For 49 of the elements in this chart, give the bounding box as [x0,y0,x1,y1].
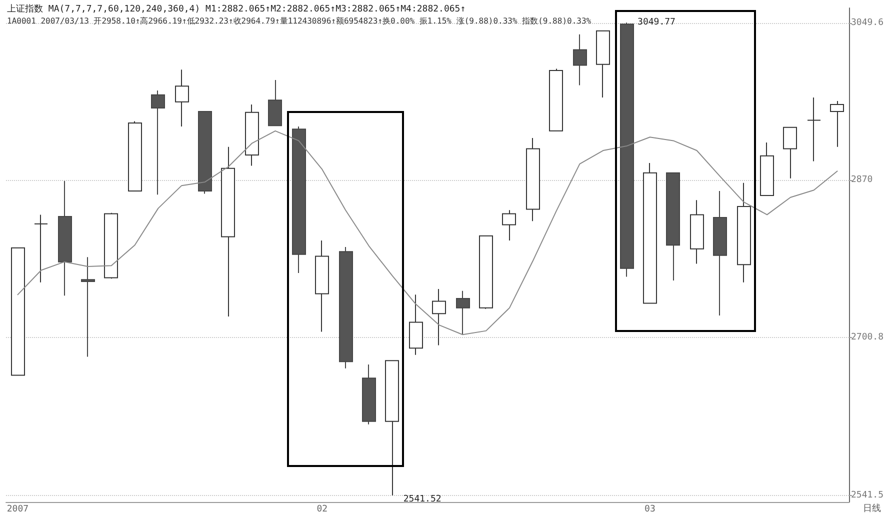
candlestick [737,182,751,283]
candlestick [81,256,95,358]
candlestick [175,69,189,127]
y-tick-label: 3049.6 [851,18,884,28]
candlestick [268,80,282,126]
candlestick [783,126,797,179]
candlestick [690,200,704,264]
y-tick-label: 2870 [851,175,873,186]
x-tick-label: 2007 [6,504,29,514]
candlestick [502,210,516,241]
candlestick [128,120,142,192]
candlestick [104,212,118,280]
candlestick [339,246,353,369]
candlestick [713,190,727,316]
candlestick [362,364,376,425]
candlestick [151,90,165,196]
candlestick [58,180,72,296]
candlestick [643,162,657,304]
candlestick [526,138,540,222]
candlestick [221,146,235,317]
annotation: 3049.77 [638,18,676,28]
candlestick [620,22,634,278]
candlestick [760,142,774,196]
candlestick [198,110,212,194]
text: 日线 [863,502,881,515]
candlestick [666,172,680,282]
candlestick [549,68,563,132]
candlestick [807,96,821,162]
candlestick [292,126,306,274]
line-series [17,130,838,336]
y-tick-label: 2700.8 [851,332,884,343]
chart-title: 上证指数 MA(7,7,7,7,60,120,240,360,4) M1:2882.065↑M2:2882.065↑M3:2882.065↑M4:2882.065↑ [7,4,466,14]
candlestick [409,294,423,356]
y-tick-label: 2541.5 [851,490,884,500]
candlestick [573,34,587,86]
candlestick [830,100,844,148]
candlestick [479,235,493,310]
text: 1A0001 2007/03/13 开2958.10↑高2966.19↑低2932.23↑收2964.79↑量112430896↑额6954823↑换0.00% 振1.15% 涨(9.88)0.33% 指数(9.88)0.33% [7,16,592,26]
candlestick [245,104,259,166]
annotation: 2541.52 [403,494,442,504]
x-tick-label: 03 [644,504,656,514]
candlestick [34,214,48,283]
x-tick-label: 02 [316,504,328,514]
candlestick [432,288,446,346]
candlestick [11,247,25,376]
candlestick [385,360,399,496]
candlestick [596,30,610,98]
candlestick [456,290,470,336]
candlestick [315,240,329,332]
